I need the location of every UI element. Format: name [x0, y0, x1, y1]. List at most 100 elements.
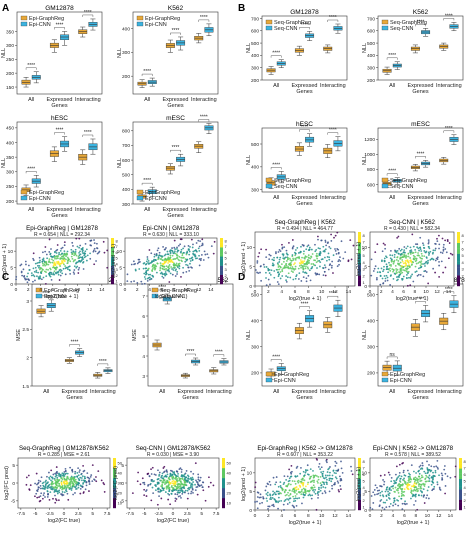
colorbar-cell — [358, 499, 361, 503]
data-point — [405, 502, 408, 505]
data-point — [259, 271, 261, 274]
significance-bracket — [299, 27, 310, 30]
data-point — [168, 281, 171, 283]
data-point — [168, 263, 171, 266]
data-point — [41, 258, 44, 261]
data-point — [189, 482, 191, 484]
data-point — [45, 261, 48, 264]
legend-swatch — [265, 25, 273, 31]
data-point — [27, 264, 30, 267]
legend-swatch — [265, 371, 273, 377]
legend-label: Seq-CNN — [390, 184, 414, 190]
data-point — [177, 472, 179, 475]
data-point — [172, 264, 175, 267]
data-point — [379, 494, 382, 497]
data-point — [410, 497, 412, 500]
significance-bracket — [443, 291, 455, 294]
data-point — [441, 252, 444, 254]
y-tick-label: 600 — [251, 29, 259, 35]
data-point — [430, 469, 433, 472]
x-tick-label: Genes — [296, 201, 312, 207]
data-point — [424, 251, 427, 254]
x-tick-label: 2.5 — [75, 511, 82, 517]
data-point — [256, 500, 258, 503]
data-point — [78, 237, 81, 240]
x-tick-label: 6 — [403, 513, 406, 519]
data-point — [151, 466, 154, 469]
data-point — [331, 260, 334, 263]
data-point — [300, 245, 302, 248]
data-point — [173, 262, 175, 265]
data-point — [288, 262, 291, 265]
data-point — [289, 475, 292, 478]
data-point — [291, 504, 294, 507]
colorbar-cell — [220, 258, 223, 262]
data-point — [306, 260, 309, 263]
data-point — [52, 497, 54, 500]
data-point — [187, 477, 189, 480]
significance-bracket — [270, 167, 282, 170]
data-point — [434, 259, 437, 262]
data-point — [305, 248, 308, 251]
y-tick-label: 400 — [367, 318, 375, 324]
data-point — [81, 479, 83, 482]
legend-swatch — [20, 21, 28, 27]
data-point — [285, 489, 287, 492]
data-point — [414, 476, 417, 479]
data-point — [66, 477, 68, 480]
data-point — [160, 497, 163, 500]
data-point — [200, 257, 202, 260]
data-point — [432, 249, 435, 252]
x-tick-label: Interacting — [436, 195, 462, 201]
data-point — [157, 247, 160, 250]
data-point — [102, 482, 105, 484]
data-point — [158, 471, 161, 474]
data-point — [280, 492, 282, 495]
data-point — [163, 254, 166, 257]
colorbar-cell — [113, 493, 116, 496]
colorbar-cell — [459, 478, 462, 482]
data-point — [177, 483, 180, 485]
data-point — [288, 477, 291, 480]
colorbar-cell — [111, 247, 114, 250]
data-point — [420, 479, 423, 482]
data-point — [212, 484, 215, 487]
data-point — [413, 480, 416, 483]
data-point — [168, 483, 170, 486]
data-point — [324, 241, 327, 243]
data-point — [156, 487, 159, 490]
colorbar-cell — [358, 248, 361, 252]
data-point — [449, 252, 452, 255]
significance-label: **** — [388, 169, 396, 175]
data-point — [169, 503, 172, 506]
data-point — [80, 477, 83, 479]
data-point — [36, 496, 39, 499]
data-point — [412, 245, 415, 248]
data-point — [399, 478, 402, 480]
data-point — [292, 271, 294, 273]
data-point — [401, 271, 404, 274]
x-tick-label: 5 — [200, 511, 203, 517]
x-tick-label: 0 — [63, 511, 66, 517]
data-point — [159, 266, 162, 269]
data-point — [314, 243, 316, 246]
data-point — [45, 268, 48, 271]
data-point — [50, 278, 53, 281]
y-tick-label: 300 — [251, 65, 259, 71]
significance-bracket — [141, 73, 153, 77]
colorbar-cell — [113, 475, 116, 479]
data-point — [379, 271, 381, 273]
data-point — [151, 261, 153, 263]
data-point — [90, 474, 93, 476]
data-point — [305, 277, 308, 280]
y-tick-label: 200 — [6, 71, 14, 77]
data-point — [71, 469, 74, 472]
significance-label: **** — [329, 128, 337, 134]
data-point — [280, 263, 283, 266]
data-point — [254, 486, 257, 489]
data-point — [175, 253, 178, 256]
data-point — [419, 489, 422, 492]
data-point — [310, 497, 313, 500]
colorbar-cell — [358, 478, 361, 482]
